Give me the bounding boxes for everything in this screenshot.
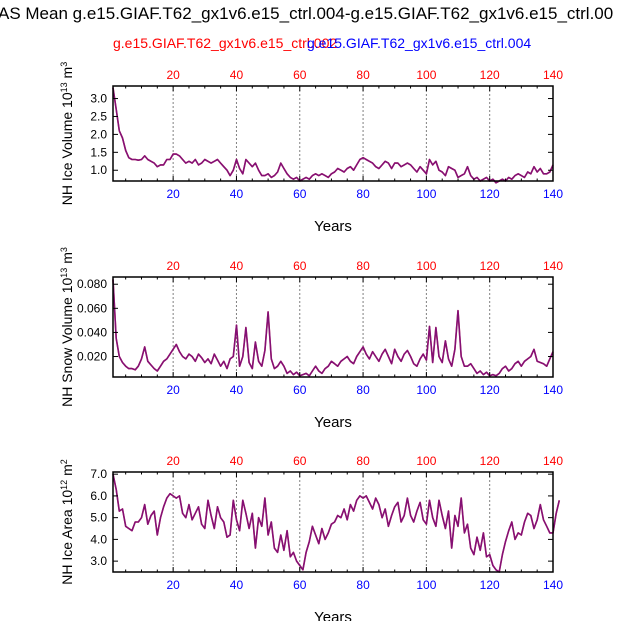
nh-ice-volume-ytick-label-1: 1.5 xyxy=(90,145,107,159)
nh-ice-area-ytick-label-3: 6.0 xyxy=(90,489,107,503)
nh-ice-volume-xtick-label-top-20: 20 xyxy=(166,68,180,82)
nh-ice-volume-xtick-label-bottom-140: 140 xyxy=(543,187,563,201)
nh-ice-volume-xtick-label-top-40: 40 xyxy=(230,68,244,82)
nh-snow-volume-ylabel-unit-exponent: 3 xyxy=(59,247,69,252)
nh-ice-volume-xtick-label-top-120: 120 xyxy=(480,68,500,82)
nh-snow-volume-ylabel: NH Snow Volume 1013 m3 xyxy=(59,247,75,407)
nh-ice-volume-xtick-label-top-100: 100 xyxy=(416,68,436,82)
nh-ice-area-ylabel-text: NH Ice Area 10 xyxy=(59,490,75,585)
nh-ice-volume-ytick-label-4: 3.0 xyxy=(90,92,107,106)
legend-label-ctrl-004: g.e15.GIAF.T62_gx1v6.e15_ctrl.004 xyxy=(307,35,532,51)
nh-ice-area-xtick-label-bottom-100: 100 xyxy=(416,578,436,592)
nh-ice-volume-ylabel-exponent: 13 xyxy=(59,82,69,92)
nh-ice-area-plot-frame xyxy=(112,471,554,573)
nh-ice-area-xtick-label-top-60: 60 xyxy=(293,454,307,468)
nh-ice-area-xtick-label-top-20: 20 xyxy=(166,454,180,468)
nh-ice-volume-series-ctrl-002 xyxy=(112,87,554,184)
nh-ice-area-xtick-label-top-120: 120 xyxy=(480,454,500,468)
nh-snow-volume-xtick-label-top-100: 100 xyxy=(416,259,436,273)
nh-ice-volume-xtick-label-bottom-20: 20 xyxy=(166,187,180,201)
nh-snow-volume-ytick-label-2: 0.060 xyxy=(77,301,107,315)
nh-snow-volume-plot-frame xyxy=(112,276,554,378)
nh-ice-area-xtick-label-bottom-60: 60 xyxy=(293,578,307,592)
legend-label-ctrl-002: g.e15.GIAF.T62_gx1v6.e15_ctrl.002 xyxy=(113,35,338,51)
nh-ice-volume-xtick-label-top-80: 80 xyxy=(356,68,370,82)
nh-snow-volume-ytick-label-0: 0.020 xyxy=(77,350,107,364)
nh-ice-area-ytick-label-0: 3.0 xyxy=(90,554,107,568)
nh-ice-area-xtick-label-bottom-120: 120 xyxy=(480,578,500,592)
nh-ice-volume-ytick-label-2: 2.0 xyxy=(90,127,107,141)
nh-ice-volume-ylabel-unit: m xyxy=(59,67,75,83)
nh-ice-area-xlabel: Years xyxy=(314,609,352,621)
nh-ice-volume-xtick-label-bottom-80: 80 xyxy=(356,187,370,201)
nh-snow-volume-xtick-label-top-40: 40 xyxy=(230,259,244,273)
nh-snow-volume-xtick-label-top-80: 80 xyxy=(356,259,370,273)
nh-ice-volume-series-ctrl-004 xyxy=(112,87,554,184)
nh-snow-volume-series-ctrl-002 xyxy=(112,279,554,377)
nh-ice-area-ylabel-unit-exponent: 2 xyxy=(59,459,69,464)
nh-snow-volume-series-ctrl-004 xyxy=(112,279,554,377)
nh-ice-volume-xtick-label-bottom-120: 120 xyxy=(480,187,500,201)
nh-snow-volume-xtick-label-bottom-140: 140 xyxy=(543,383,563,397)
nh-snow-volume-xtick-label-bottom-80: 80 xyxy=(356,383,370,397)
nh-ice-area-xtick-label-top-40: 40 xyxy=(230,454,244,468)
nh-ice-volume-xtick-label-top-140: 140 xyxy=(543,68,563,82)
nh-ice-area-ylabel-unit: m xyxy=(59,464,75,480)
nh-ice-volume-ylabel-unit-exponent: 3 xyxy=(59,62,69,67)
nh-ice-area-ylabel-exponent: 12 xyxy=(59,480,69,490)
nh-snow-volume-ylabel-unit: m xyxy=(59,252,75,268)
nh-ice-volume-ytick-label-3: 2.5 xyxy=(90,109,107,123)
nh-snow-volume-ylabel-text: NH Snow Volume 10 xyxy=(59,277,75,406)
nh-ice-area-xtick-label-bottom-40: 40 xyxy=(230,578,244,592)
nh-ice-volume-xtick-label-bottom-60: 60 xyxy=(293,187,307,201)
nh-ice-area-xtick-label-top-140: 140 xyxy=(543,454,563,468)
nh-snow-volume-ytick-label-3: 0.080 xyxy=(77,277,107,291)
nh-ice-volume-ylabel-text: NH Ice Volume 10 xyxy=(59,92,75,205)
nh-snow-volume-xtick-label-top-60: 60 xyxy=(293,259,307,273)
nh-ice-volume-xtick-label-bottom-40: 40 xyxy=(230,187,244,201)
nh-ice-volume-plot-frame xyxy=(112,85,554,182)
nh-snow-volume-xtick-label-bottom-120: 120 xyxy=(480,383,500,397)
nh-snow-volume-xtick-label-top-140: 140 xyxy=(543,259,563,273)
nh-ice-area-ylabel: NH Ice Area 1012 m2 xyxy=(59,459,75,585)
nh-ice-area-xtick-label-top-100: 100 xyxy=(416,454,436,468)
nh-snow-volume-xlabel: Years xyxy=(314,414,352,431)
nh-snow-volume-xtick-label-bottom-20: 20 xyxy=(166,383,180,397)
nh-snow-volume-xtick-label-top-120: 120 xyxy=(480,259,500,273)
nh-ice-area-ytick-label-2: 5.0 xyxy=(90,511,107,525)
nh-snow-volume-xtick-label-bottom-40: 40 xyxy=(230,383,244,397)
nh-ice-area-xtick-label-top-80: 80 xyxy=(356,454,370,468)
nh-snow-volume-xtick-label-bottom-60: 60 xyxy=(293,383,307,397)
nh-ice-area-ytick-label-4: 7.0 xyxy=(90,467,107,481)
nh-ice-area-series-ctrl-002 xyxy=(112,474,561,573)
nh-snow-volume-ytick-label-1: 0.040 xyxy=(77,325,107,339)
nh-ice-volume-xlabel: Years xyxy=(314,218,352,235)
nh-snow-volume-ylabel-exponent: 13 xyxy=(59,268,69,278)
nh-ice-area-ytick-label-1: 4.0 xyxy=(90,532,107,546)
nh-ice-area-series-ctrl-004 xyxy=(112,474,561,573)
nh-ice-area-xtick-label-bottom-80: 80 xyxy=(356,578,370,592)
nh-ice-volume-xtick-label-bottom-100: 100 xyxy=(416,187,436,201)
nh-snow-volume-xtick-label-top-20: 20 xyxy=(166,259,180,273)
nh-snow-volume-xtick-label-bottom-100: 100 xyxy=(416,383,436,397)
nh-ice-area-xtick-label-bottom-20: 20 xyxy=(166,578,180,592)
nh-ice-volume-xtick-label-top-60: 60 xyxy=(293,68,307,82)
nh-ice-area-xtick-label-bottom-140: 140 xyxy=(543,578,563,592)
nh-ice-volume-ylabel: NH Ice Volume 1013 m3 xyxy=(59,62,75,205)
nh-ice-volume-ytick-label-0: 1.0 xyxy=(90,163,107,177)
figure-title: AS Mean g.e15.GIAF.T62_gx1v6.e15_ctrl.00… xyxy=(0,4,614,23)
